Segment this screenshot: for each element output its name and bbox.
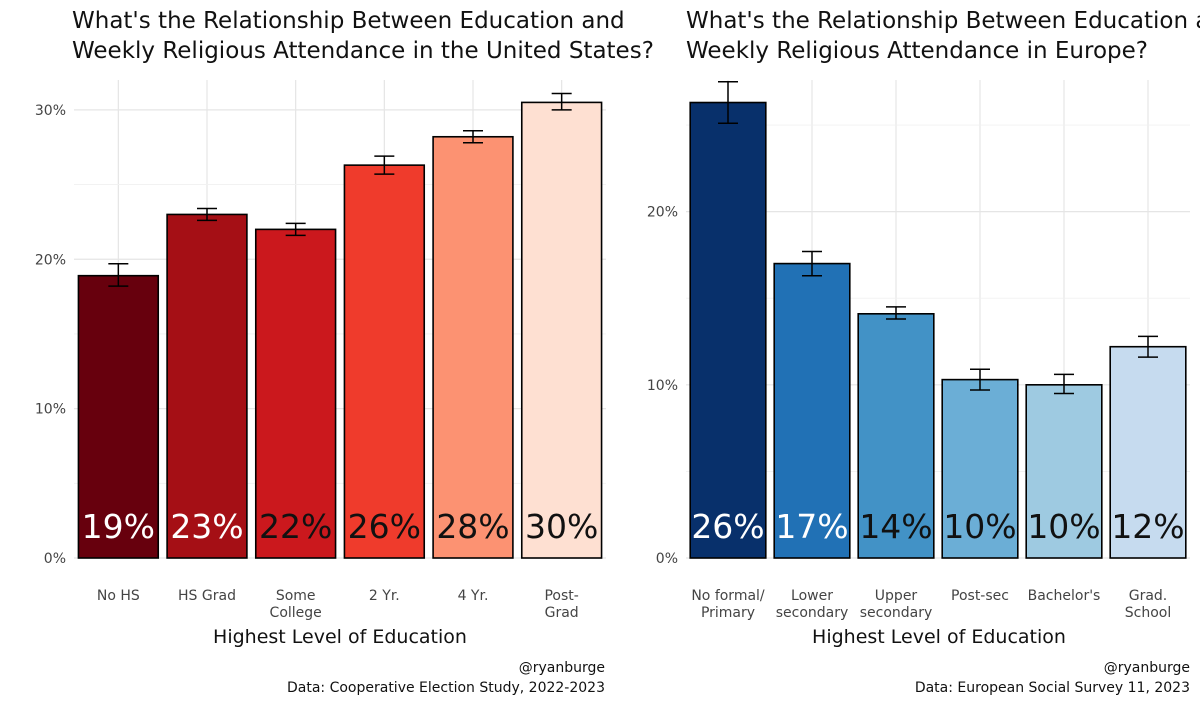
- us-data-label-6: 30%: [525, 507, 598, 546]
- us-bar-3: [254, 228, 337, 559]
- eu-x-axis-title: Highest Level of Education: [812, 626, 1066, 648]
- us-chart-title: What's the Relationship Between Educatio…: [72, 8, 654, 64]
- us-data-label-3: 22%: [259, 507, 332, 546]
- us-x-tick-label-5: 4 Yr.: [458, 588, 489, 604]
- us-bar-1: [77, 274, 160, 559]
- eu-caption-source: Data: European Social Survey 11, 2023: [915, 680, 1190, 696]
- eu-caption-author: @ryanburge: [1104, 660, 1190, 676]
- us-x-tick-label-4: 2 Yr.: [369, 588, 400, 604]
- eu-chart-title: What's the Relationship Between Educatio…: [686, 8, 1200, 64]
- eu-error-bar-3: [886, 306, 906, 320]
- eu-error-bar-5: [1054, 373, 1074, 395]
- us-data-label-5: 28%: [436, 507, 509, 546]
- eu-y-tick-label: 20%: [647, 205, 678, 221]
- eu-data-label-5: 10%: [1027, 507, 1100, 546]
- eu-bar-4: [941, 378, 1019, 559]
- us-x-tick-label-6: Post-Grad: [544, 588, 578, 621]
- us-error-bar-4: [374, 155, 395, 175]
- eu-data-label-6: 12%: [1111, 507, 1184, 546]
- eu-error-bar-6: [1138, 335, 1158, 358]
- eu-x-tick-label-6: Grad. School: [1125, 588, 1171, 621]
- us-error-bar-6: [551, 92, 572, 111]
- us-bar-6: [520, 101, 603, 559]
- eu-x-tick-label-5: Bachelor's: [1028, 588, 1101, 604]
- eu-bar-5: [1025, 384, 1103, 559]
- us-error-bar-2: [197, 207, 217, 222]
- us-y-tick-label: 0%: [44, 551, 66, 567]
- us-error-bar-1: [108, 262, 129, 287]
- us-y-tick-label: 30%: [35, 103, 66, 119]
- eu-data-label-3: 14%: [859, 507, 932, 546]
- us-x-axis-title: Highest Level of Education: [213, 626, 467, 648]
- us-data-label-1: 19%: [82, 507, 155, 546]
- eu-x-tick-label-1: No formal/Primary: [691, 588, 765, 621]
- us-x-tick-label-1: No HS: [97, 588, 140, 604]
- us-chart-panel: 0% 10% 20% 30% 19% No HS 23% HS Grad 22% Some Coll…: [35, 8, 654, 696]
- eu-bar-2: [773, 262, 851, 559]
- eu-error-bar-2: [802, 250, 822, 277]
- europe-chart-panel: 0% 10% 20% 26% No formal/Primary 17% Lower seco…: [647, 8, 1200, 696]
- us-error-bar-3: [285, 222, 306, 237]
- eu-error-bar-4: [970, 368, 990, 391]
- us-x-tick-label-2: HS Grad: [178, 588, 236, 604]
- us-y-tick-label: 20%: [35, 252, 66, 268]
- us-caption-source: Data: Cooperative Election Study, 2022-2…: [287, 680, 605, 696]
- eu-bar-1: [689, 101, 767, 559]
- us-y-tick-label: 10%: [35, 402, 66, 418]
- eu-y-tick-label: 0%: [656, 551, 678, 567]
- us-bar-2: [166, 213, 248, 559]
- eu-data-label-4: 10%: [943, 507, 1016, 546]
- eu-data-label-1: 26%: [691, 507, 764, 546]
- eu-bar-6: [1109, 345, 1187, 559]
- eu-error-bar-1: [718, 80, 738, 125]
- us-bar-5: [432, 135, 514, 559]
- us-caption-author: @ryanburge: [519, 660, 605, 676]
- eu-y-tick-label: 10%: [647, 378, 678, 394]
- us-data-label-4: 26%: [348, 507, 421, 546]
- us-bar-4: [343, 164, 426, 559]
- eu-x-tick-label-3: Upper secondary: [860, 588, 933, 621]
- us-data-label-2: 23%: [170, 507, 243, 546]
- us-x-tick-label-3: Some College: [270, 588, 322, 621]
- eu-data-label-2: 17%: [775, 507, 848, 546]
- us-error-bar-5: [463, 130, 483, 144]
- eu-x-tick-label-4: Post-sec: [951, 588, 1009, 604]
- eu-x-tick-label-2: Lower secondary: [776, 588, 849, 621]
